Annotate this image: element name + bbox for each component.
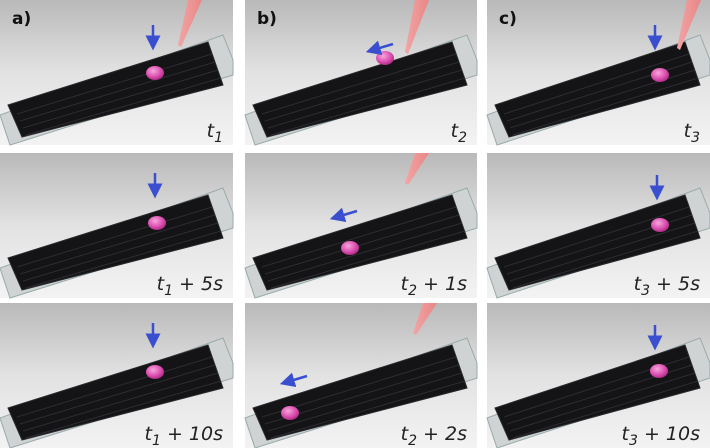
photo-panel: t1 + 5s [0,153,233,299]
figure: a)t1t1 + 5st1 + 10sb)t2t2 + 1st2 + 2sc)t… [0,0,710,448]
droplet [146,66,164,80]
photo-panel: t3 + 5s [487,153,710,299]
droplet [651,218,669,232]
panel-label: a) [12,9,31,29]
time-subscript: 2 [408,433,417,448]
time-subscript: 2 [408,283,417,299]
droplet [148,216,166,230]
droplet [341,241,359,255]
time-offset: + 5s [650,273,700,295]
time-offset: + 5s [173,273,223,295]
droplet [376,51,394,65]
photo-panel: b)t2 [245,0,477,146]
time-offset: + 2s [417,423,467,445]
photo-panel: t1 + 10s [0,303,233,448]
photo-panel: a)t1 [0,0,233,146]
time-subscript: 3 [629,433,638,448]
droplet [146,365,164,379]
time-offset: + 10s [638,423,700,445]
time-subscript: 1 [152,433,161,448]
droplet [650,364,668,378]
time-subscript: 1 [214,130,223,146]
photo-panel: t2 + 1s [245,153,477,299]
time-subscript: 1 [164,283,173,299]
photo-panel: t2 + 2s [245,303,477,448]
photo-panel: t3 + 10s [487,303,710,448]
time-subscript: 3 [691,130,700,146]
time-offset: + 10s [161,423,223,445]
photo-panel: c)t3 [487,0,710,146]
time-subscript: 3 [641,283,650,299]
panel-label: b) [257,9,277,29]
time-offset: + 1s [417,273,467,295]
panel-label: c) [499,9,517,29]
time-subscript: 2 [458,130,467,146]
droplet [651,68,669,82]
droplet [281,406,299,420]
